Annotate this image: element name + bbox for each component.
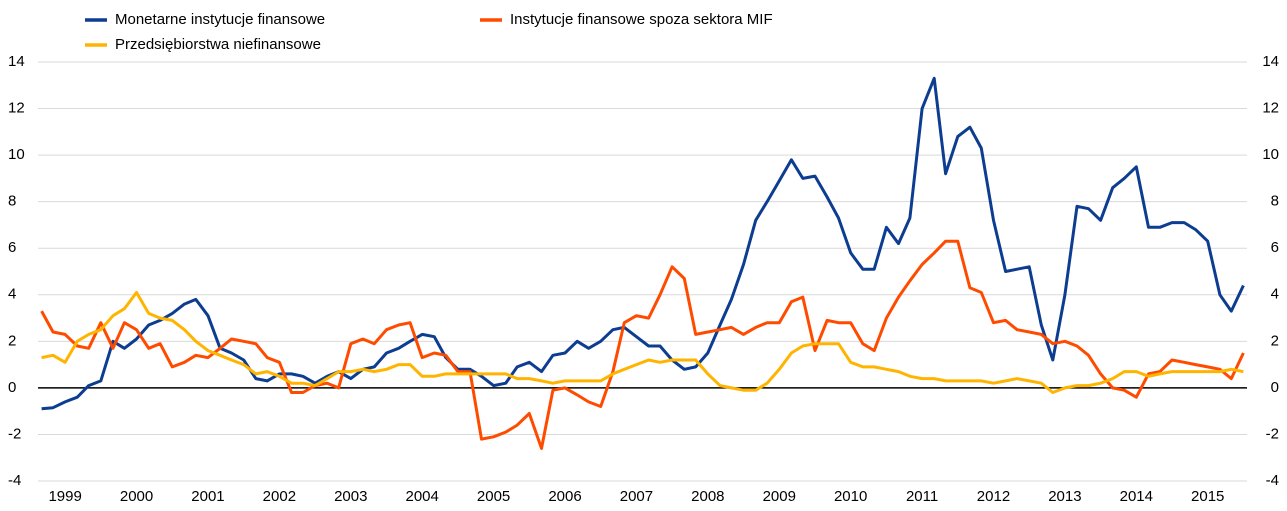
x-tick-label: 2001 bbox=[191, 488, 224, 505]
legend-label: Monetarne instytucje finansowe bbox=[115, 11, 325, 28]
x-tick-label: 2003 bbox=[334, 488, 367, 505]
x-tick-label: 2011 bbox=[906, 488, 938, 505]
y2-tick-label: 6 bbox=[1271, 239, 1279, 256]
series-line bbox=[41, 76, 1245, 411]
x-tick-label: 2012 bbox=[977, 488, 1010, 505]
y-tick-label: 2 bbox=[8, 332, 16, 349]
y-tick-label: 0 bbox=[8, 379, 16, 396]
y2-tick-label: 0 bbox=[1271, 379, 1279, 396]
y-tick-label: 4 bbox=[8, 286, 16, 303]
x-tick-label: 2015 bbox=[1191, 488, 1224, 505]
y-tick-label: 14 bbox=[8, 53, 25, 70]
y2-tick-label: 8 bbox=[1271, 193, 1279, 210]
y-tick-label: -2 bbox=[8, 425, 21, 442]
x-tick-label: 2008 bbox=[691, 488, 724, 505]
x-tick-label: 2005 bbox=[477, 488, 510, 505]
legend-label: Instytucje finansowe spoza sektora MIF bbox=[510, 11, 773, 28]
x-tick-label: 2009 bbox=[763, 488, 796, 505]
y2-tick-label: 12 bbox=[1262, 100, 1279, 117]
y2-tick-label: 10 bbox=[1262, 146, 1279, 163]
y2-tick-label: 14 bbox=[1262, 53, 1279, 70]
y-tick-label: 12 bbox=[8, 100, 25, 117]
x-tick-label: 2007 bbox=[620, 488, 653, 505]
series-line bbox=[40, 239, 1245, 450]
series-line bbox=[41, 291, 1244, 394]
y2-tick-label: 2 bbox=[1271, 332, 1279, 349]
x-tick-label: 2004 bbox=[406, 488, 439, 505]
x-tick-label: 2014 bbox=[1120, 488, 1153, 505]
x-tick-label: 2002 bbox=[263, 488, 296, 505]
y-tick-label: -4 bbox=[8, 472, 21, 489]
y-tick-label: 8 bbox=[8, 193, 16, 210]
x-tick-label: 2010 bbox=[834, 488, 867, 505]
x-tick-label: 2013 bbox=[1048, 488, 1081, 505]
x-tick-label: 2000 bbox=[120, 488, 153, 505]
x-tick-label: 2006 bbox=[548, 488, 581, 505]
y2-tick-label: 4 bbox=[1271, 286, 1279, 303]
x-tick-label: 1999 bbox=[48, 488, 81, 505]
y-tick-label: 6 bbox=[8, 239, 16, 256]
y2-tick-label: -2 bbox=[1266, 425, 1279, 442]
legend-label: Przedsiębiorstwa niefinansowe bbox=[115, 36, 321, 53]
y-tick-label: 10 bbox=[8, 146, 25, 163]
y2-tick-label: -4 bbox=[1266, 472, 1279, 489]
